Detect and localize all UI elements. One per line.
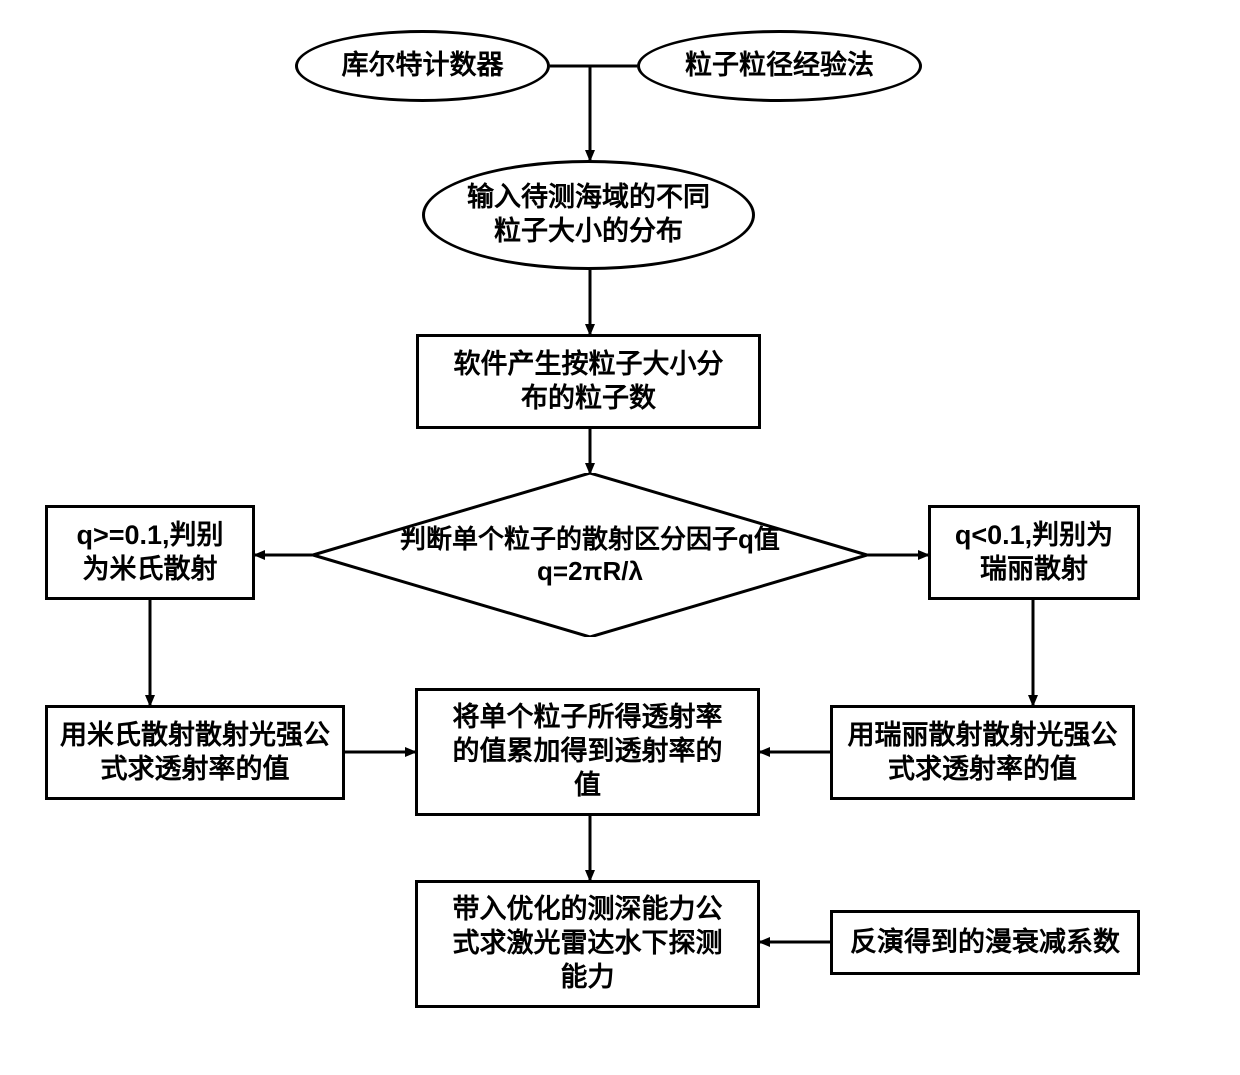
ellipse-input-distribution: 输入待测海域的不同粒子大小的分布	[422, 160, 755, 270]
rect-inverse-attenuation: 反演得到的漫衰减系数	[830, 910, 1140, 975]
ellipse-particle-size-empirical-text: 粒子粒径经验法	[685, 49, 874, 83]
rect-mie-formula: 用米氏散射散射光强公式求透射率的值	[45, 705, 345, 800]
rect-inverse-attenuation-text: 反演得到的漫衰减系数	[850, 926, 1120, 960]
rect-rayleigh-formula: 用瑞丽散射散射光强公式求透射率的值	[830, 705, 1135, 800]
diamond-scatter-factor-text: 判断单个粒子的散射区分因子q值q=2πR/λ	[400, 523, 780, 588]
rect-mie-condition-text: q>=0.1,判别为米氏散射	[76, 519, 223, 587]
rect-generate-particles: 软件产生按粒子大小分布的粒子数	[416, 334, 761, 429]
rect-depth-capability-text: 带入优化的测深能力公式求激光雷达水下探测能力	[453, 893, 723, 994]
rect-accumulate-transmittance-text: 将单个粒子所得透射率的值累加得到透射率的值	[453, 701, 723, 802]
rect-generate-particles-text: 软件产生按粒子大小分布的粒子数	[454, 348, 724, 416]
rect-rayleigh-condition: q<0.1,判别为瑞丽散射	[928, 505, 1140, 600]
rect-rayleigh-condition-text: q<0.1,判别为瑞丽散射	[955, 519, 1113, 587]
diamond-scatter-factor: 判断单个粒子的散射区分因子q值q=2πR/λ	[313, 473, 867, 637]
ellipse-particle-size-empirical: 粒子粒径经验法	[637, 30, 922, 102]
rect-accumulate-transmittance: 将单个粒子所得透射率的值累加得到透射率的值	[415, 688, 760, 816]
ellipse-coulter-counter: 库尔特计数器	[295, 30, 550, 102]
rect-rayleigh-formula-text: 用瑞丽散射散射光强公式求透射率的值	[848, 719, 1118, 787]
ellipse-input-distribution-text: 输入待测海域的不同粒子大小的分布	[467, 181, 710, 249]
rect-mie-condition: q>=0.1,判别为米氏散射	[45, 505, 255, 600]
rect-mie-formula-text: 用米氏散射散射光强公式求透射率的值	[60, 719, 330, 787]
rect-depth-capability: 带入优化的测深能力公式求激光雷达水下探测能力	[415, 880, 760, 1008]
ellipse-coulter-counter-text: 库尔特计数器	[342, 49, 504, 83]
